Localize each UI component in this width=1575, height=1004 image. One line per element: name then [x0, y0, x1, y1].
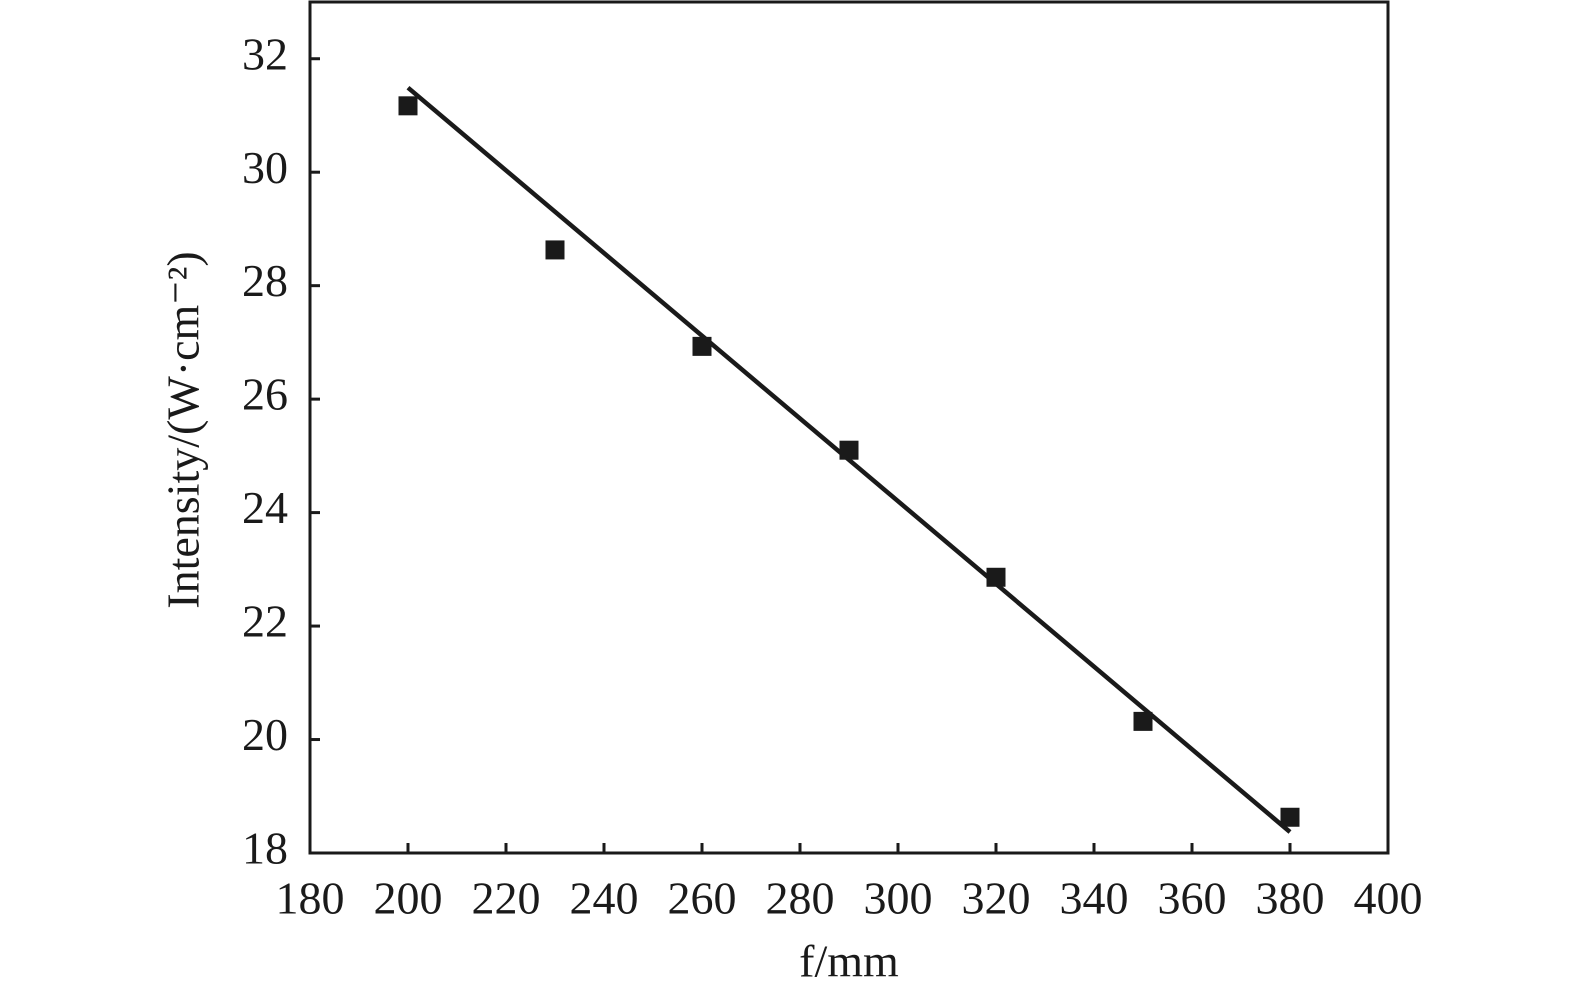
x-tick-label: 200 [374, 873, 443, 924]
y-tick-label: 24 [242, 482, 288, 533]
data-point [545, 240, 565, 260]
data-point [1133, 711, 1153, 731]
y-tick-label: 28 [242, 255, 288, 306]
plot-frame [308, 0, 1390, 855]
x-tick-label: 380 [1256, 873, 1325, 924]
y-tick-label: 18 [242, 823, 288, 874]
x-axis-label: f/mm [799, 936, 899, 987]
data-point [986, 567, 1006, 587]
y-tick-label: 32 [242, 28, 288, 79]
fit-line [406, 85, 1292, 834]
data-point [839, 440, 859, 460]
y-tick-label: 30 [242, 142, 288, 193]
data-point [398, 96, 418, 116]
data-point [692, 336, 712, 356]
y-axis-label: Intensity/(W·cm⁻²) [158, 251, 209, 608]
x-tick-label: 260 [668, 873, 737, 924]
x-tick-label: 340 [1060, 873, 1129, 924]
y-tick-label: 20 [242, 709, 288, 760]
x-tick-label: 400 [1354, 873, 1423, 924]
data-point [1280, 807, 1300, 827]
x-tick-label: 300 [864, 873, 933, 924]
x-tick-label: 180 [276, 873, 345, 924]
x-tick-label: 220 [472, 873, 541, 924]
y-tick-label: 22 [242, 596, 288, 647]
x-tick-label: 240 [570, 873, 639, 924]
x-tick-label: 280 [766, 873, 835, 924]
x-tick-label: 320 [962, 873, 1031, 924]
x-tick-label: 360 [1158, 873, 1227, 924]
y-tick-label: 26 [242, 369, 288, 420]
